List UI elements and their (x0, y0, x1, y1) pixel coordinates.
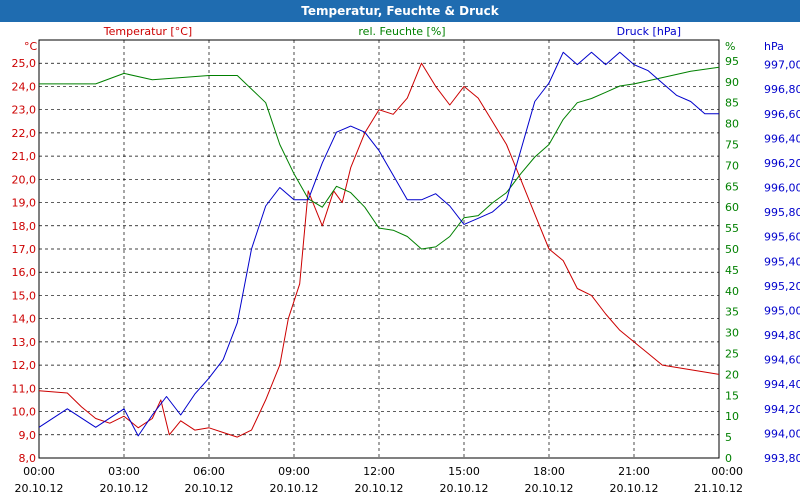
humidity-tick-label: 20 (725, 368, 739, 381)
pressure-tick-label: 994,60 (764, 354, 800, 367)
x-tick-date: 20.10.12 (185, 482, 234, 495)
temperature-tick-label: 15,0 (12, 289, 37, 302)
pressure-tick-label: 994,20 (764, 403, 800, 416)
humidity-tick-label: 90 (725, 76, 739, 89)
humidity-tick-label: 50 (725, 243, 739, 256)
humidity-tick-label: 0 (725, 452, 732, 465)
pressure-series-line (38, 51, 719, 437)
humidity-tick-label: 35 (725, 306, 739, 319)
pressure-tick-label: 996,00 (764, 182, 800, 195)
x-tick-time: 21:00 (618, 465, 650, 478)
axis-labels: 00:00 20.10.12 03:00 20.10.12 06:00 20.10.12 0… (12, 25, 800, 495)
temperature-tick-label: 19,0 (12, 197, 37, 210)
humidity-tick-label: 95 (725, 55, 739, 68)
humidity-tick-label: 75 (725, 139, 739, 152)
temperature-series-line (38, 62, 720, 438)
pressure-unit: hPa (764, 40, 784, 53)
temperature-tick-label: 14,0 (12, 313, 37, 326)
temperature-tick-label: 9,0 (19, 429, 37, 442)
gridlines (39, 40, 719, 458)
pressure-tick-label: 996,60 (764, 108, 800, 121)
humidity-tick-label: 5 (725, 431, 732, 444)
chart: 00:00 20.10.12 03:00 20.10.12 06:00 20.10.12 0… (12, 25, 800, 495)
x-tick-time: 09:00 (278, 465, 310, 478)
humidity-tick-label: 45 (725, 264, 739, 277)
pressure-tick-label: 995,40 (764, 255, 800, 268)
pressure-tick-label: 996,20 (764, 157, 800, 170)
x-tick-time: 03:00 (108, 465, 140, 478)
temperature-tick-label: 13,0 (12, 336, 37, 349)
x-tick-time: 12:00 (363, 465, 395, 478)
humidity-tick-label: 70 (725, 159, 739, 172)
pressure-tick-label: 993,80 (764, 452, 800, 465)
title-bar: Temperatur, Feuchte & Druck (0, 0, 800, 22)
humidity-axis-title: rel. Feuchte [%] (358, 25, 445, 38)
temperature-tick-label: 18,0 (12, 220, 37, 233)
x-tick-date: 21.10.12 (694, 482, 743, 495)
pressure-tick-label: 996,80 (764, 83, 800, 96)
pressure-tick-label: 994,00 (764, 427, 800, 440)
temperature-tick-label: 20,0 (12, 173, 37, 186)
temperature-tick-label: 21,0 (12, 150, 37, 163)
x-tick-date: 20.10.12 (610, 482, 659, 495)
x-tick-date: 20.10.12 (525, 482, 574, 495)
temperature-tick-label: 25,0 (12, 57, 37, 70)
humidity-tick-label: 55 (725, 222, 739, 235)
temperature-tick-label: 8,0 (19, 452, 37, 465)
temperature-tick-label: 16,0 (12, 266, 37, 279)
humidity-tick-label: 60 (725, 201, 739, 214)
temperature-tick-label: 11,0 (12, 382, 37, 395)
humidity-tick-label: 10 (725, 410, 739, 423)
x-tick-time: 00:00 (23, 465, 55, 478)
temperature-unit: °C (24, 40, 38, 53)
humidity-tick-label: 85 (725, 97, 739, 110)
x-tick-time: 18:00 (533, 465, 565, 478)
temperature-tick-label: 17,0 (12, 243, 37, 256)
x-tick-date: 20.10.12 (100, 482, 149, 495)
x-tick-date: 20.10.12 (15, 482, 64, 495)
humidity-tick-label: 40 (725, 285, 739, 298)
humidity-tick-label: 30 (725, 327, 739, 340)
humidity-series-line (39, 66, 720, 250)
humidity-tick-label: 65 (725, 180, 739, 193)
humidity-unit: % (725, 40, 735, 53)
temperature-tick-label: 12,0 (12, 359, 37, 372)
temperature-tick-label: 23,0 (12, 104, 37, 117)
pressure-tick-label: 997,00 (764, 59, 800, 72)
series-layer (38, 51, 720, 438)
x-tick-time: 06:00 (193, 465, 225, 478)
temperature-axis-title: Temperatur [°C] (103, 25, 192, 38)
temperature-tick-label: 10,0 (12, 406, 37, 419)
x-tick-date: 20.10.12 (355, 482, 404, 495)
pressure-tick-label: 994,40 (764, 378, 800, 391)
x-tick-date: 20.10.12 (270, 482, 319, 495)
pressure-tick-label: 995,20 (764, 280, 800, 293)
x-tick-time: 00:00 (711, 465, 743, 478)
pressure-tick-label: 995,00 (764, 304, 800, 317)
pressure-tick-label: 994,80 (764, 329, 800, 342)
temperature-tick-label: 24,0 (12, 80, 37, 93)
chart-title: Temperatur, Feuchte & Druck (301, 4, 499, 18)
x-tick-date: 20.10.12 (440, 482, 489, 495)
humidity-tick-label: 15 (725, 389, 739, 402)
pressure-tick-label: 995,80 (764, 206, 800, 219)
pressure-tick-label: 996,40 (764, 132, 800, 145)
pressure-tick-label: 995,60 (764, 231, 800, 244)
x-tick-time: 15:00 (448, 465, 480, 478)
pressure-axis-title: Druck [hPa] (617, 25, 681, 38)
temperature-tick-label: 22,0 (12, 127, 37, 140)
humidity-tick-label: 25 (725, 348, 739, 361)
humidity-tick-label: 80 (725, 118, 739, 131)
